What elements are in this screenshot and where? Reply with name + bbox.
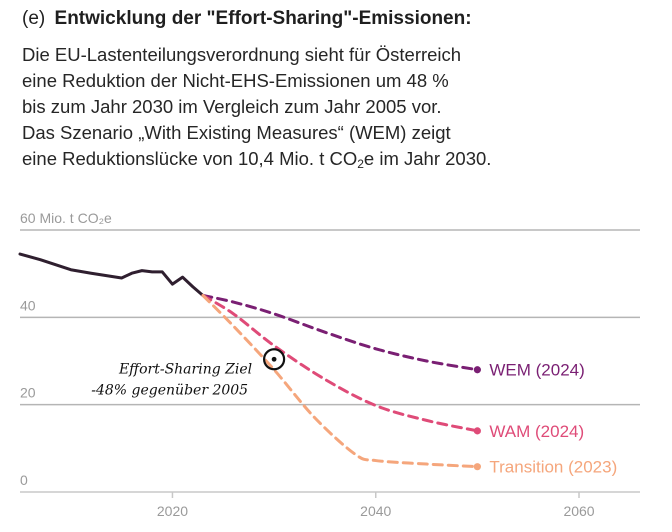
- chart-title: (e) Entwicklung der "Effort-Sharing"-Emi…: [22, 6, 662, 32]
- annotation-line-1: Effort-Sharing Ziel: [118, 361, 252, 377]
- y-axis-label: 60 Mio. t CO₂e: [20, 210, 112, 226]
- annotation-line-2: -48% gegenüber 2005: [91, 382, 248, 398]
- co2-subscript: 2: [357, 157, 364, 171]
- panel-label: (e): [22, 8, 46, 29]
- wem-line: [201, 294, 479, 372]
- chart-header: (e) Entwicklung der "Effort-Sharing"-Emi…: [22, 6, 662, 172]
- description-line-3: bis zum Jahr 2030 im Vergleich zum Jahr …: [22, 96, 442, 117]
- description-line-5-text: eine Reduktionslücke von 10,4 Mio. t CO: [22, 148, 358, 169]
- wem-label: WEM (2024): [489, 361, 584, 380]
- wem-end-point: [473, 366, 481, 374]
- wam-label: WAM (2024): [489, 422, 584, 441]
- y-tick-label-20: 20: [20, 385, 36, 401]
- description-line-5-tail: e im Jahr 2030.: [363, 148, 492, 169]
- x-tick-label-2020: 2020: [157, 503, 188, 519]
- transition-line: [201, 294, 479, 469]
- target-marker-dot: [271, 356, 277, 362]
- title-text: Entwicklung der "Effort-Sharing"-Emissio…: [54, 8, 472, 29]
- wam-end-point: [473, 427, 481, 435]
- y-tick-label-40: 40: [20, 297, 36, 313]
- target-marker-ring: [262, 348, 286, 371]
- description: Die EU-Lastenteilungsverordnung sieht fü…: [22, 42, 662, 172]
- transition-end-point: [473, 463, 481, 471]
- description-line-4: Das Szenario „With Existing Measures“ (W…: [22, 122, 451, 143]
- description-line-5: eine Reduktionslücke von 10,4 Mio. t CO2…: [22, 146, 662, 172]
- y-tick-label-0: 0: [20, 472, 28, 488]
- transition-label: Transition (2023): [489, 458, 617, 477]
- historical-line: [18, 252, 205, 297]
- wam-line: [201, 294, 479, 433]
- description-line-1: Die EU-Lastenteilungsverordnung sieht fü…: [22, 44, 462, 65]
- x-tick-label-2060: 2060: [563, 503, 594, 519]
- description-line-2: eine Reduktion der Nicht-EHS-Emissionen …: [22, 70, 449, 91]
- x-tick-label-2040: 2040: [360, 503, 391, 519]
